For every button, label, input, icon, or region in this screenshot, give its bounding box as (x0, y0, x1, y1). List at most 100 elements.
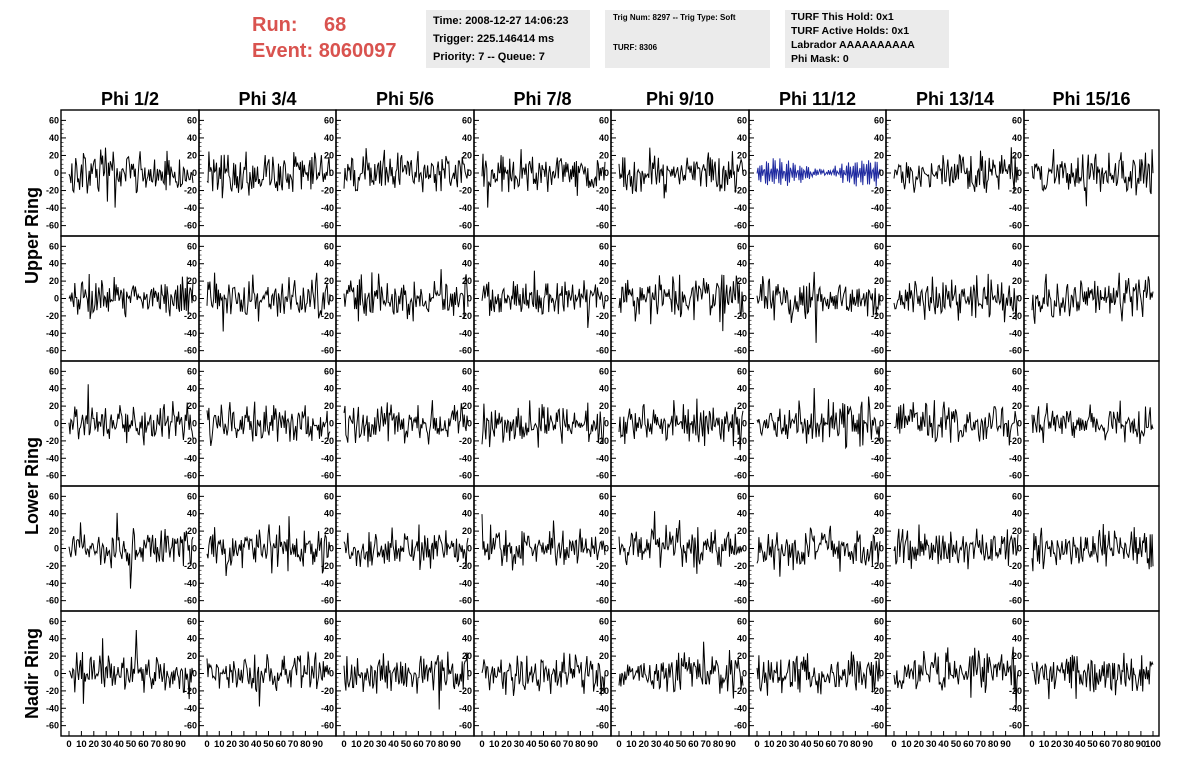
trace (1031, 149, 1154, 207)
panel-frame (198, 610, 337, 737)
y-tick-label: 0 (742, 168, 747, 178)
y-tick-label: -40 (871, 703, 884, 713)
trace (618, 511, 744, 574)
event-label: Event: (252, 40, 314, 62)
y-tick-label: 40 (1012, 384, 1022, 394)
y-tick-label: 0 (879, 168, 884, 178)
trigger-line: Trigger: 225.146414 ms (433, 33, 555, 45)
x-tick-label: 0 (616, 739, 621, 750)
y-tick-label: 40 (462, 384, 472, 394)
y-tick-label: 0 (1017, 419, 1022, 429)
y-tick-label: -60 (734, 346, 747, 356)
y-tick-label: 40 (324, 133, 334, 143)
y-tick-label: 60 (187, 616, 197, 626)
x-tick-label: 80 (163, 739, 174, 750)
x-tick-label: 60 (826, 739, 837, 750)
y-tick-label: 20 (1012, 401, 1022, 411)
run-label: Run: (252, 14, 298, 36)
y-tick-label: -60 (46, 221, 59, 231)
x-tick-label: 0 (341, 739, 346, 750)
panel-r4-c5: -60 -40 -20 0 20 40 60 (596, 485, 750, 612)
y-tick-label: -20 (596, 311, 609, 321)
panel-r4-c2: -60 -40 -20 0 20 40 60 (184, 485, 337, 612)
y-tick-label: -20 (871, 436, 884, 446)
y-tick-label: 60 (324, 616, 334, 626)
y-tick-label: -20 (734, 561, 747, 571)
y-tick-label: 0 (604, 294, 609, 304)
y-tick-label: -20 (184, 686, 197, 696)
trace (756, 271, 881, 343)
y-tick-label: -60 (46, 596, 59, 606)
y-tick-label: 60 (599, 241, 609, 251)
y-tick-label: -40 (321, 703, 334, 713)
y-tick-label: 0 (467, 294, 472, 304)
y-tick-label: 0 (1017, 544, 1022, 554)
y-tick-label: -60 (871, 596, 884, 606)
y-tick-label: -20 (321, 686, 334, 696)
x-tick-label: 30 (239, 739, 250, 750)
y-tick-label: 40 (737, 384, 747, 394)
x-tick-label: 20 (914, 739, 925, 750)
y-tick-label: -20 (459, 686, 472, 696)
y-tick-label: -40 (596, 453, 609, 463)
y-tick-label: 0 (879, 544, 884, 554)
y-tick-label: 40 (874, 133, 884, 143)
y-tick-label: 60 (187, 491, 197, 501)
y-tick-label: 40 (737, 133, 747, 143)
y-tick-label: -20 (871, 186, 884, 196)
y-tick-label: -60 (596, 221, 609, 231)
y-tick-label: -20 (184, 436, 197, 446)
y-tick-label: 20 (324, 401, 334, 411)
y-tick-label: 0 (1017, 294, 1022, 304)
y-tick-label: 0 (467, 544, 472, 554)
panel-r4-c4: -60 -40 -20 0 20 40 60 (459, 485, 612, 612)
trace (343, 651, 469, 710)
y-tick-label: -60 (46, 721, 59, 731)
y-tick-label: -60 (184, 346, 197, 356)
x-tick-label: 40 (251, 739, 262, 750)
y-tick-label: -20 (871, 686, 884, 696)
y-tick-label: -40 (184, 203, 197, 213)
y-tick-label: -60 (1009, 346, 1022, 356)
x-tick-label: 10 (351, 739, 362, 750)
y-tick-label: 20 (462, 150, 472, 160)
panel-r2-c1: -60 -40 -20 0 20 40 60 (46, 235, 200, 362)
y-tick-label: -60 (1009, 221, 1022, 231)
trace (481, 270, 606, 328)
y-tick-label: 40 (874, 384, 884, 394)
y-tick-label: 40 (49, 384, 59, 394)
trace (343, 148, 469, 193)
x-tick-label: 30 (926, 739, 937, 750)
y-tick-label: 40 (187, 384, 197, 394)
y-tick-label: 40 (462, 509, 472, 519)
y-tick-label: 40 (599, 259, 609, 269)
y-tick-label: -40 (46, 703, 59, 713)
y-tick-label: -20 (1009, 186, 1022, 196)
panel-r2-c5: -60 -40 -20 0 20 40 60 (596, 235, 750, 362)
y-tick-label: 20 (462, 651, 472, 661)
trace (206, 651, 331, 707)
x-tick-label: 10 (1039, 739, 1050, 750)
y-tick-label: 0 (54, 168, 59, 178)
x-tick-label: 20 (501, 739, 512, 750)
column-header-6: Phi 11/12 (779, 89, 856, 109)
x-tick-label: 90 (175, 739, 186, 750)
y-tick-label: -20 (321, 561, 334, 571)
y-tick-label: -60 (184, 221, 197, 231)
y-tick-label: -20 (184, 186, 197, 196)
y-tick-label: 60 (1012, 616, 1022, 626)
y-tick-label: 20 (874, 401, 884, 411)
y-tick-label: 0 (54, 294, 59, 304)
y-tick-label: 60 (874, 241, 884, 251)
y-tick-label: 20 (187, 150, 197, 160)
y-tick-label: -40 (184, 578, 197, 588)
y-tick-label: 60 (49, 491, 59, 501)
y-tick-label: -40 (459, 203, 472, 213)
x-tick-label: 10 (901, 739, 912, 750)
y-tick-label: 20 (599, 276, 609, 286)
y-tick-label: 20 (1012, 276, 1022, 286)
y-tick-label: 40 (324, 509, 334, 519)
x-tick-label: 30 (789, 739, 800, 750)
trace (481, 149, 606, 208)
time-trigger-box: Time: 2008-12-27 14:06:23 Trigger: 225.1… (426, 10, 590, 68)
